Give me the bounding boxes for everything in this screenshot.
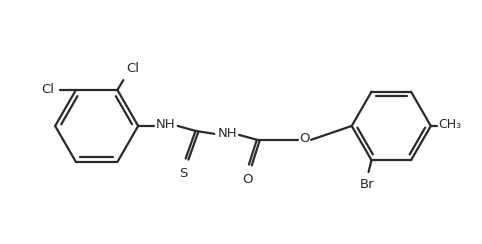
Text: NH: NH [156,119,175,132]
Text: Cl: Cl [41,83,54,96]
Text: Br: Br [360,178,375,191]
Text: Cl: Cl [126,62,139,75]
Text: O: O [242,173,253,186]
Text: NH: NH [217,127,237,140]
Text: CH₃: CH₃ [439,119,462,132]
Text: O: O [299,132,309,145]
Text: S: S [179,167,188,181]
